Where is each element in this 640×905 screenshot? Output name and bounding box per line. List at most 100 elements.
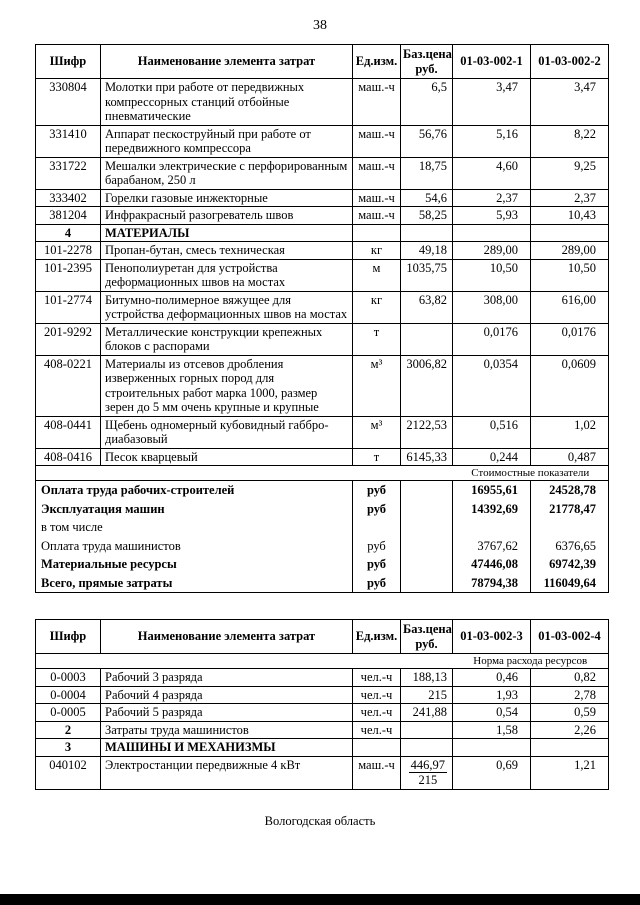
cell-base-price: 6,5	[400, 78, 453, 126]
cell-value-1: 308,00	[452, 290, 531, 324]
cell-value-2: 10,50	[530, 258, 609, 292]
cell-base-price	[400, 573, 453, 593]
cell-value-1	[452, 223, 531, 242]
table-row: 331410 Аппарат пескоструйный при работе о…	[35, 124, 609, 158]
cell-name: Затраты труда машинистов	[100, 720, 353, 739]
cell-base-price: 49,18	[400, 241, 453, 260]
cell-value-1: 5,93	[452, 206, 531, 225]
cell-name: Рабочий 5 разряда	[100, 703, 353, 722]
cell-value-2: 8,22	[530, 124, 609, 158]
section-label-row: Норма расхода ресурсов	[35, 653, 609, 669]
cell-name: МАТЕРИАЛЫ	[100, 223, 353, 242]
cell-unit: т	[352, 322, 401, 356]
cell-code: 0-0004	[35, 685, 101, 704]
section-label: Норма расхода ресурсов	[452, 653, 609, 669]
cell-unit	[352, 738, 401, 757]
cell-name: Песок кварцевый	[100, 447, 353, 466]
price-fraction: 446,97 215	[408, 757, 447, 787]
cell-value-2: 0,0609	[530, 354, 609, 417]
cell-base-price	[400, 720, 453, 739]
cell-base-price: 54,6	[400, 188, 453, 207]
cell-value-2: 2,78	[530, 685, 609, 704]
region-footer: Вологодская область	[264, 813, 376, 828]
summary-row: Оплата труда машинистов руб 3767,62 6376,65	[35, 536, 609, 555]
section-label-spacer	[35, 653, 453, 669]
section-label-row: Стоимостные показатели	[35, 465, 609, 481]
cell-name: Горелки газовые инжекторные	[100, 188, 353, 207]
cell-code: 381204	[35, 206, 101, 225]
cell-base-price: 6145,33	[400, 447, 453, 466]
table-row: 0-0004 Рабочий 4 разряда чел.-ч 215 1,93 2,78	[35, 685, 609, 704]
cell-value-2	[530, 223, 609, 242]
cell-name: Оплата труда рабочих-строителей	[35, 480, 353, 500]
cell-base-price	[400, 536, 453, 555]
cell-unit: м	[352, 258, 401, 292]
cell-code: 0-0003	[35, 668, 101, 687]
section-label: Стоимостные показатели	[452, 465, 609, 481]
cell-value-2: 24528,78	[530, 480, 609, 500]
cell-value-1: 0,46	[452, 668, 531, 687]
cell-code: 408-0441	[35, 415, 101, 449]
cell-code: 2	[35, 720, 101, 739]
cell-value-1	[452, 518, 531, 537]
column-header-5: 01-03-002-4	[530, 619, 609, 654]
cell-unit: руб	[352, 480, 401, 500]
cell-value-2: 0,59	[530, 703, 609, 722]
summary-row: Материальные ресурсы руб 47446,08 69742,39	[35, 555, 609, 574]
cell-value-1: 0,54	[452, 703, 531, 722]
cell-code: 101-2278	[35, 241, 101, 260]
table-row: 201-9292 Металлические конструкции крепеж…	[35, 322, 609, 356]
cell-unit: чел.-ч	[352, 720, 401, 739]
cell-value-1: 0,516	[452, 415, 531, 449]
cell-value-1: 16955,61	[452, 480, 531, 500]
cell-unit: кг	[352, 241, 401, 260]
column-header-4: 01-03-002-3	[452, 619, 531, 654]
table-row: 4 МАТЕРИАЛЫ	[35, 223, 609, 242]
cell-value-1: 10,50	[452, 258, 531, 292]
cell-value-2: 21778,47	[530, 499, 609, 518]
cell-name: Материальные ресурсы	[35, 555, 353, 574]
column-header-3: Баз.цена руб.	[400, 619, 453, 654]
column-header-5: 01-03-002-2	[530, 44, 609, 79]
cell-name: Рабочий 4 разряда	[100, 685, 353, 704]
cell-value-2: 2,37	[530, 188, 609, 207]
page-number: 38	[313, 18, 327, 33]
cell-base-price: 58,25	[400, 206, 453, 225]
cell-value-2: 616,00	[530, 290, 609, 324]
column-header-4: 01-03-002-1	[452, 44, 531, 79]
cell-unit: маш.-ч	[352, 78, 401, 126]
column-header-1: Наименование элемента затрат	[100, 44, 353, 79]
cell-value-1: 47446,08	[452, 555, 531, 574]
column-header-3: Баз.цена руб.	[400, 44, 453, 79]
cell-value-2: 6376,65	[530, 536, 609, 555]
cell-unit: чел.-ч	[352, 685, 401, 704]
cell-name: Материалы из отсевов дробления изверженн…	[100, 354, 353, 417]
cell-base-price	[400, 499, 453, 518]
cell-code: 408-0221	[35, 354, 101, 417]
cell-value-2: 3,47	[530, 78, 609, 126]
cost-table-2-head: Шифр Наименование элемента затрат Ед.изм. Б…	[35, 619, 609, 654]
cell-value-1: 0,69	[452, 755, 531, 790]
cost-table-2: Шифр Наименование элемента затрат Ед.изм. Б…	[35, 619, 609, 790]
cell-value-2: 9,25	[530, 156, 609, 190]
cell-value-2: 289,00	[530, 241, 609, 260]
cost-table-2-body: Норма расхода ресурсов 0-0003 Рабочий 3 ра…	[35, 653, 609, 790]
cell-name: в том числе	[35, 518, 353, 537]
cell-unit: чел.-ч	[352, 668, 401, 687]
column-header-2: Ед.изм.	[352, 619, 401, 654]
cell-value-1: 4,60	[452, 156, 531, 190]
cell-name: Молотки при работе от передвижных компре…	[100, 78, 353, 126]
table-row: 0-0005 Рабочий 5 разряда чел.-ч 241,88 0,54 0…	[35, 703, 609, 722]
cell-name: Пенополиуретан для устройства деформацио…	[100, 258, 353, 292]
cell-name: Инфракрасный разогреватель швов	[100, 206, 353, 225]
column-header-1: Наименование элемента затрат	[100, 619, 353, 654]
cell-base-price: 215	[400, 685, 453, 704]
cell-value-1: 3767,62	[452, 536, 531, 555]
cell-value-1: 5,16	[452, 124, 531, 158]
cell-unit: кг	[352, 290, 401, 324]
cell-value-1	[452, 738, 531, 757]
cell-value-1: 2,37	[452, 188, 531, 207]
cell-base-price	[400, 518, 453, 537]
table-row: 408-0221 Материалы из отсевов дробления и…	[35, 354, 609, 417]
